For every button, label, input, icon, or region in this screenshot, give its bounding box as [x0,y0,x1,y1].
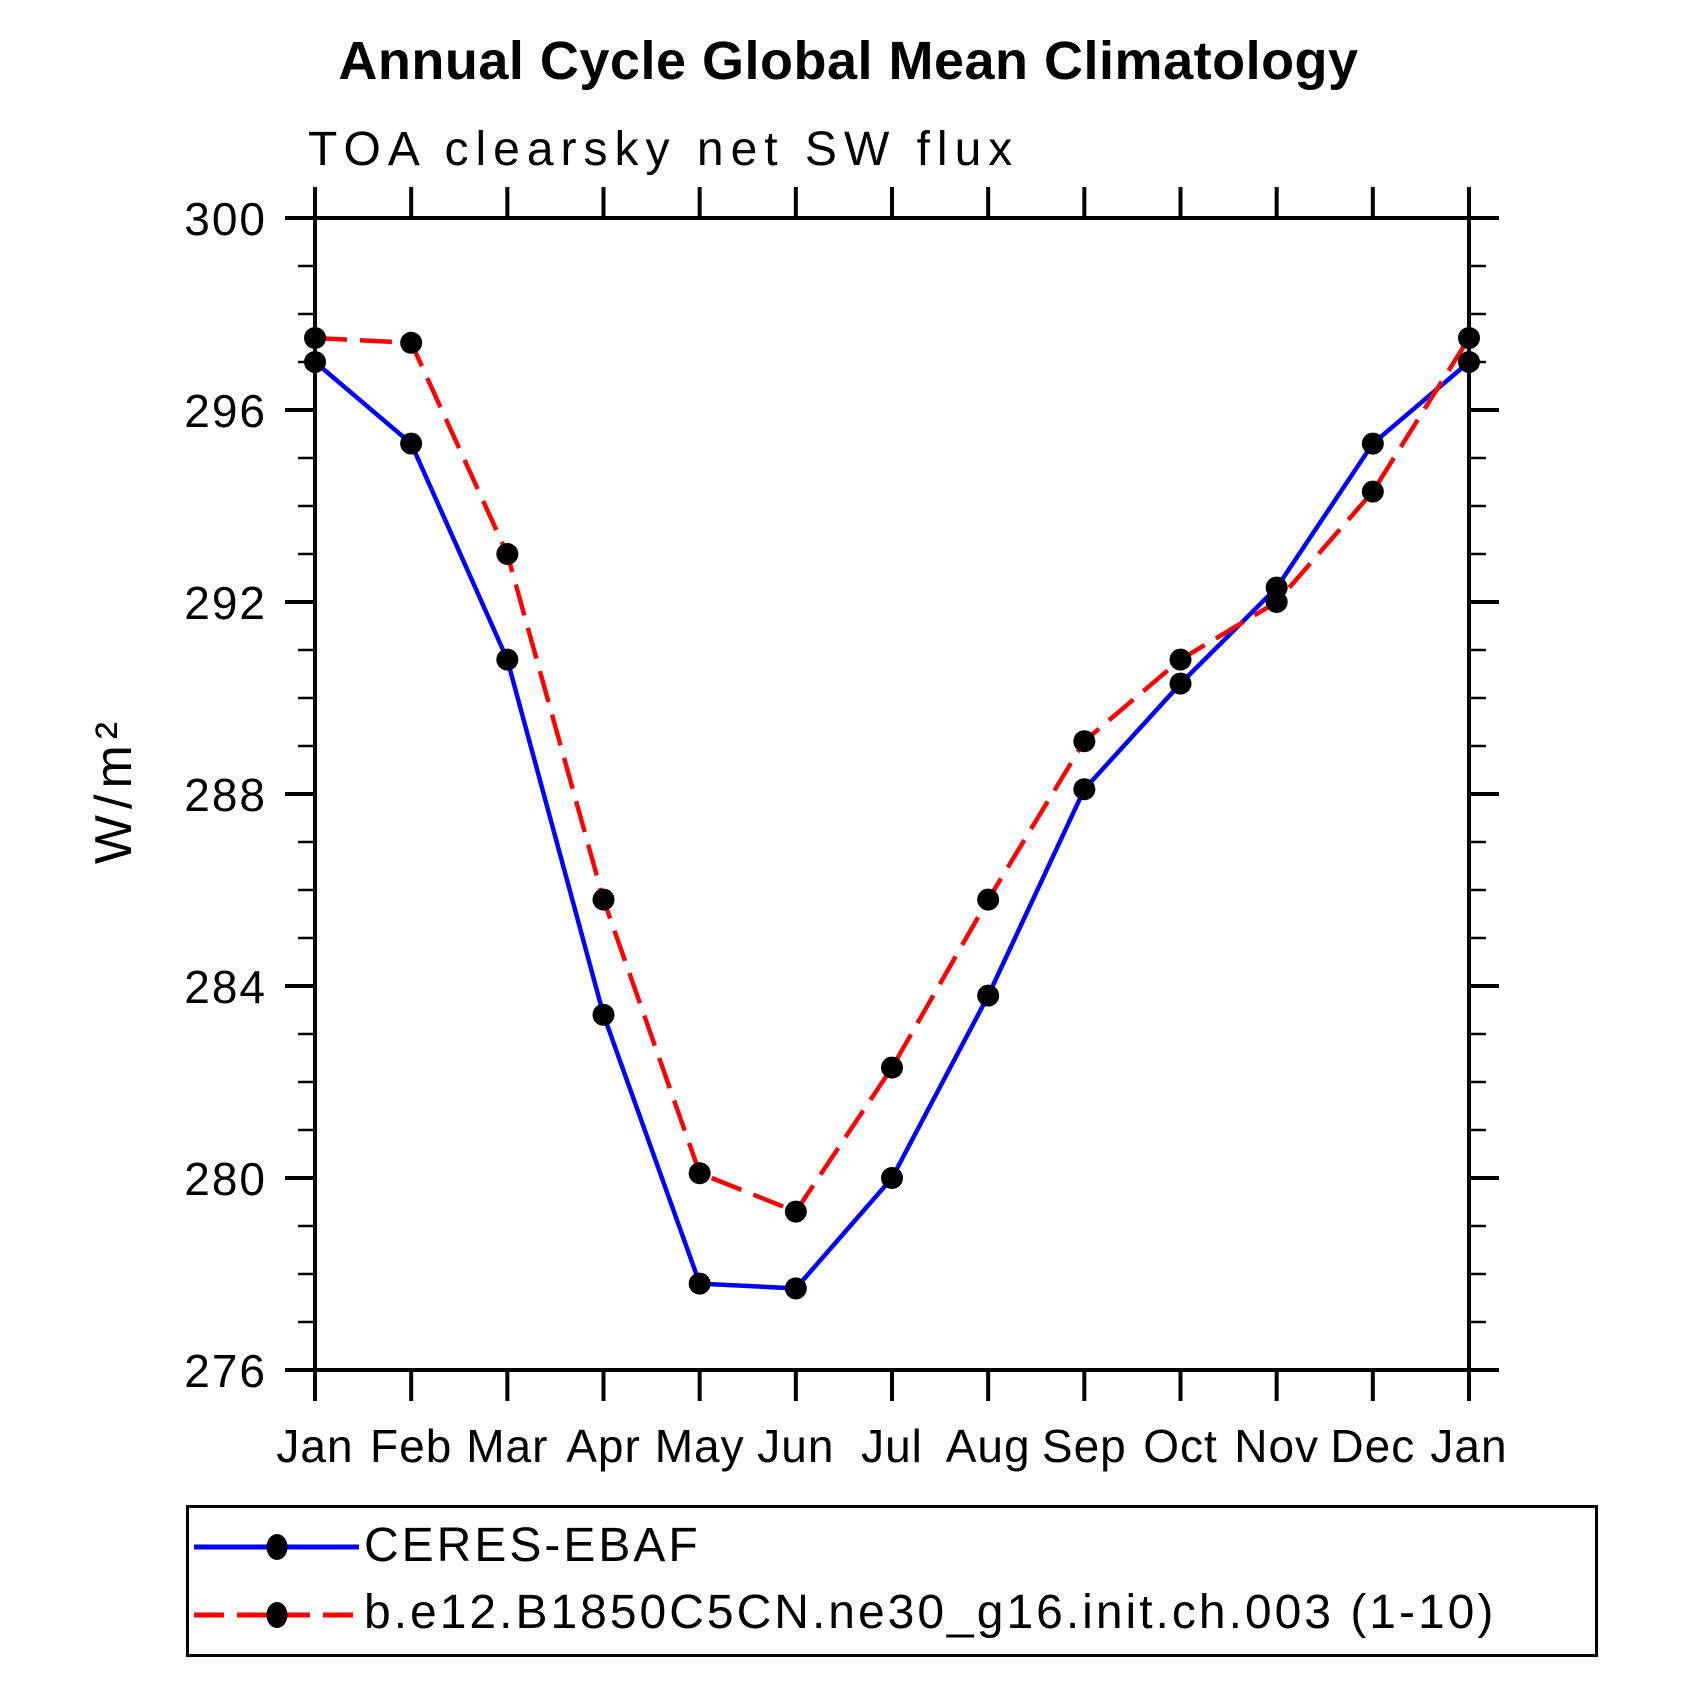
x-tick-label: Feb [370,1420,452,1472]
legend-swatch-ceres-ebaf [194,1534,359,1561]
x-tick-label: Jan [1430,1420,1507,1472]
data-point-marker-model [688,1162,711,1185]
legend-swatch-model [194,1601,359,1628]
series-line-ceres-ebaf [313,360,1471,1291]
y-tick-label: 280 [184,1153,267,1205]
x-tick-label: Nov [1234,1420,1319,1472]
data-point-marker-model [304,327,326,349]
legend-marker-icon [266,1601,288,1628]
data-point-marker-model [977,888,1000,911]
x-tick-label: Apr [566,1420,641,1472]
y-tick-label: 284 [184,961,267,1013]
data-point-marker-model [1169,648,1192,671]
x-tick-label: Sep [1042,1420,1127,1472]
legend-label-ceres-ebaf: CERES-EBAF [364,1518,701,1572]
y-tick-label: 288 [184,769,267,821]
data-point-marker-ceres-ebaf [1361,432,1384,455]
data-point-marker-ceres-ebaf [784,1277,807,1300]
chart-subtitle: TOA clearsky net SW flux [308,123,1020,176]
data-point-marker-model [400,331,423,354]
legend-marker-icon [266,1534,288,1561]
data-point-marker-model [1458,327,1480,349]
data-point-marker-ceres-ebaf [592,1003,615,1026]
axis-frame [313,216,1471,1372]
data-point-marker-model [1361,480,1384,503]
legend-item-ceres-ebaf: CERES-EBAF [189,1519,1595,1575]
data-point-marker-model [1265,591,1288,613]
data-point-marker-ceres-ebaf [400,432,423,455]
legend: CERES-EBAF b.e12.B1850C5CN.ne30_g16.init… [186,1505,1598,1657]
data-point-marker-ceres-ebaf [304,351,326,373]
series-line-model [314,335,1471,1215]
y-tick-label: 276 [184,1345,267,1397]
data-point-marker-model [881,1056,903,1079]
data-point-marker-ceres-ebaf [496,648,519,671]
x-tick-label: Jul [861,1420,923,1472]
data-point-marker-ceres-ebaf [688,1272,711,1295]
chart-title: Annual Cycle Global Mean Climatology [338,31,1359,91]
data-point-marker-ceres-ebaf [1458,351,1480,373]
x-tick-label: Jan [276,1420,353,1472]
x-tick-label: Aug [946,1420,1031,1472]
x-tick-label: Oct [1143,1420,1218,1472]
x-tick-label: Mar [466,1420,548,1472]
data-point-marker-model [592,888,615,911]
data-point-marker-ceres-ebaf [1169,672,1192,695]
y-tick-label: 292 [184,577,267,629]
y-tick-label: 296 [184,385,267,437]
x-tick-label: Dec [1330,1420,1415,1472]
y-tick-label: 300 [184,193,267,245]
legend-label-model: b.e12.B1850C5CN.ne30_g16.init.ch.003 (1-… [364,1586,1497,1640]
x-tick-label: Jun [757,1420,834,1472]
legend-item-model: b.e12.B1850C5CN.ne30_g16.init.ch.003 (1-… [189,1586,1595,1643]
data-point-marker-model [784,1200,807,1223]
data-point-marker-ceres-ebaf [977,984,1000,1007]
x-tick-label: May [655,1420,745,1472]
data-point-marker-model [1073,730,1096,753]
data-point-marker-ceres-ebaf [881,1167,903,1189]
data-point-marker-model [496,543,519,565]
data-point-marker-ceres-ebaf [1073,778,1096,801]
